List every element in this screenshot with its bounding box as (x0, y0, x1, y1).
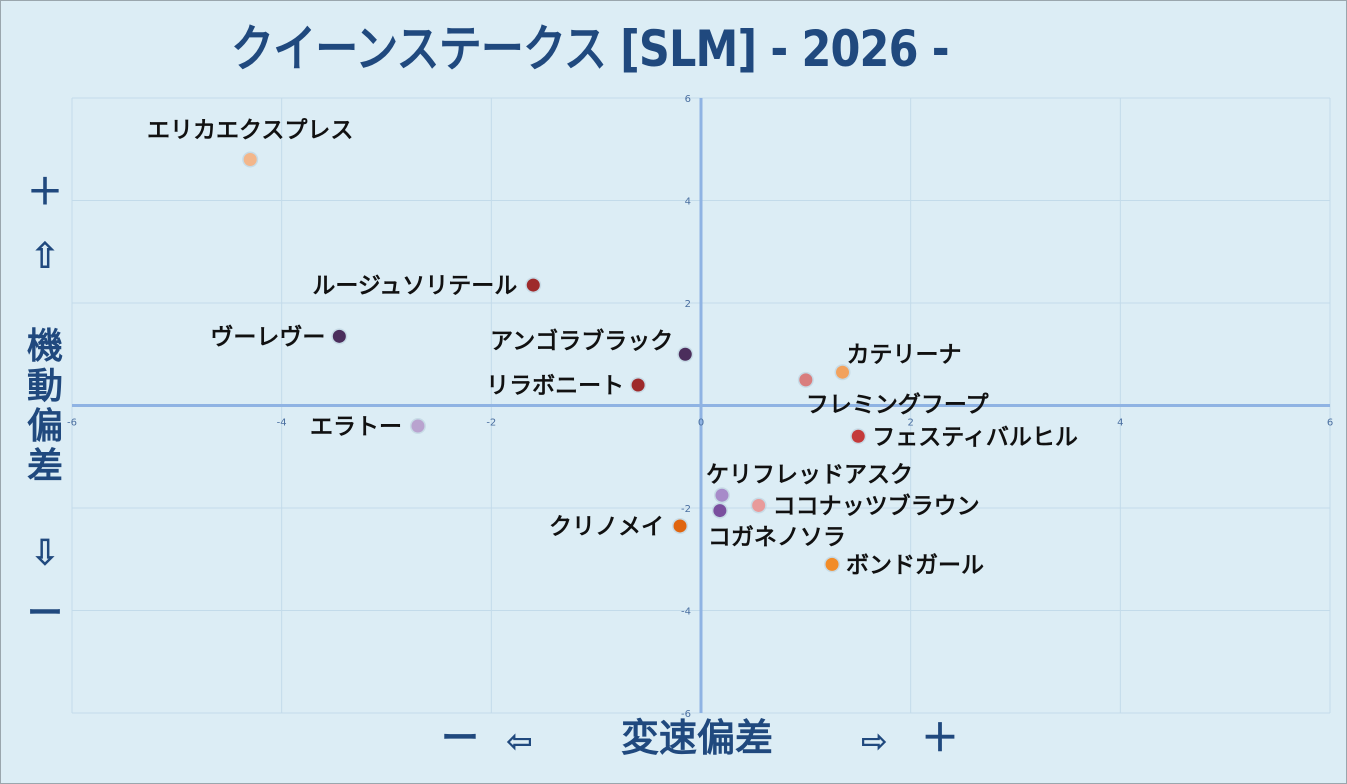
x-axis-right-arrow-icon: ⇨ (861, 722, 888, 760)
y-axis-label-char-1: 機 (26, 326, 63, 367)
data-point (673, 519, 687, 533)
data-point-label: ヴーレヴー (210, 323, 325, 350)
data-point (631, 378, 645, 392)
y-axis-minus-symbol: ー (26, 593, 63, 634)
x-axis-left-arrow-icon: ⇦ (506, 722, 533, 760)
data-point-label: エラトー (310, 414, 402, 440)
data-point-label: エリカエクスプレス (147, 118, 353, 144)
data-point-label: コガネノソラ (708, 525, 846, 551)
data-point (526, 278, 540, 292)
x-axis-label: 変速偏差 (621, 716, 774, 760)
y-axis-plus-symbol: ＋ (26, 172, 63, 213)
y-axis-label-char-4: 差 (26, 446, 63, 487)
data-point (825, 557, 839, 571)
data-point-label: アンゴラブラック (490, 327, 673, 354)
data-point (851, 429, 865, 443)
x-tick-label: -2 (486, 418, 496, 429)
y-axis-up-arrow-icon: ⇧ (29, 236, 61, 277)
data-point (799, 373, 813, 387)
x-axis-minus-symbol: ー (441, 716, 480, 760)
y-axis-label-char-2: 動 (26, 366, 63, 407)
data-point (243, 153, 257, 166)
chart-title: クイーンステークス [SLM] - 2026 - (231, 20, 950, 78)
x-tick-label: 4 (1117, 418, 1123, 429)
y-tick-label: -6 (681, 709, 691, 720)
x-axis-plus-symbol: ＋ (921, 716, 960, 760)
y-tick-label: 4 (685, 197, 691, 208)
data-point-label: フェスティバルヒル (872, 424, 1078, 450)
x-tick-label: -6 (67, 418, 77, 429)
y-axis-label-char-3: 偏 (26, 406, 63, 447)
data-point-label: フレミングフープ (806, 391, 990, 418)
data-point-label: リラボニート (486, 373, 624, 399)
data-point (678, 347, 692, 361)
y-tick-label: -2 (681, 504, 691, 515)
data-point-label: カテリーナ (847, 342, 962, 368)
y-tick-label: -4 (681, 607, 691, 618)
x-tick-label: -4 (277, 418, 287, 429)
data-point-label: ココナッツブラウン (773, 492, 980, 519)
data-point-label: ボンドガール (846, 552, 984, 578)
data-point (752, 498, 766, 512)
x-tick-label: 2 (907, 418, 913, 429)
data-point (713, 504, 727, 518)
x-tick-label: 6 (1327, 418, 1333, 429)
data-point (332, 329, 346, 343)
y-tick-label: 6 (685, 94, 691, 105)
data-point-label: ケリフレッドアスク (706, 462, 913, 488)
x-tick-label: 0 (698, 418, 704, 429)
y-tick-label: 2 (685, 299, 691, 310)
data-point (836, 365, 850, 379)
data-point-label: ルージュソリテール (312, 273, 517, 299)
data-point-label: クリノメイ (549, 514, 664, 540)
y-axis-down-arrow-icon: ⇩ (29, 533, 61, 574)
data-point (715, 488, 729, 502)
data-point (411, 419, 425, 433)
